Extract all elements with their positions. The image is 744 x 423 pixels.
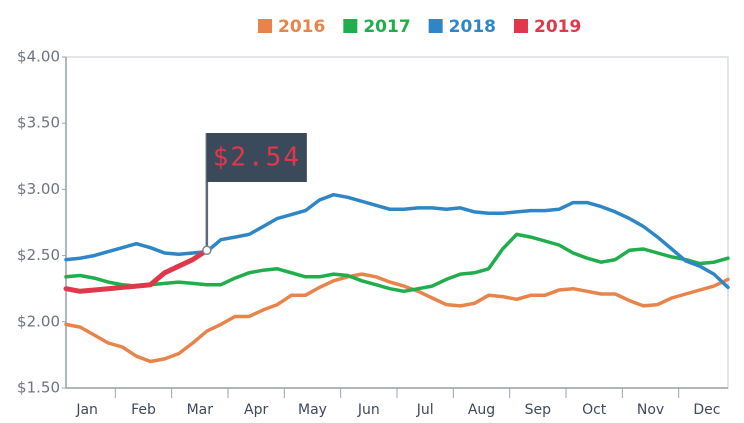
annotation-point	[202, 245, 212, 256]
x-tick-label: Nov	[637, 402, 664, 418]
x-tick-label: Aug	[468, 402, 495, 418]
x-tick-label: Oct	[582, 402, 607, 418]
plot-frame	[65, 56, 729, 389]
series-line	[64, 232, 730, 294]
x-tick-label: Mar	[187, 402, 214, 418]
y-tick-label: $3.50	[17, 114, 60, 132]
x-tick-label: Jun	[357, 402, 380, 418]
legend-label: 2018	[449, 17, 496, 37]
annotation-label: $2.54	[213, 143, 301, 173]
annotation-box	[206, 133, 307, 182]
legend-label: 2017	[363, 17, 410, 37]
y-tick-label: $2.00	[17, 312, 60, 330]
series-line	[64, 192, 730, 290]
legend-label: 2019	[534, 17, 581, 37]
y-tick-label: $2.50	[17, 246, 60, 264]
x-tick-label: Jan	[75, 402, 98, 418]
x-tick-label: Apr	[244, 402, 268, 418]
legend-swatch	[428, 19, 443, 33]
x-tick-label: Feb	[131, 402, 156, 418]
x-tick-label: Jul	[416, 402, 434, 418]
y-tick-label: $4.00	[17, 48, 60, 66]
series-line	[64, 272, 730, 364]
x-tick-label: Sep	[525, 402, 552, 418]
x-tick-label: May	[298, 402, 327, 418]
y-tick-label: $3.00	[17, 180, 60, 198]
legend-swatch	[258, 19, 272, 33]
legend-swatch	[343, 19, 358, 33]
legend-label: 2016	[278, 17, 325, 37]
y-tick-label: $1.50	[17, 379, 60, 397]
series-line	[63, 247, 210, 294]
legend-swatch	[513, 19, 528, 33]
x-tick-label: Dec	[693, 402, 720, 418]
